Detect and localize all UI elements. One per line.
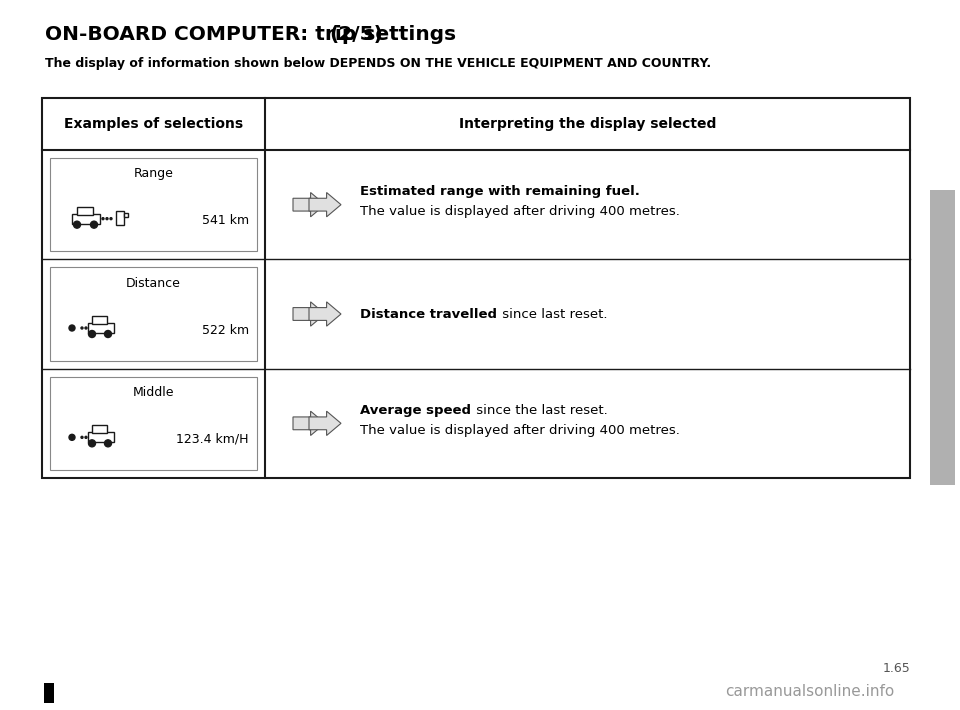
- Bar: [50, 268, 257, 361]
- Text: 541 km: 541 km: [202, 214, 249, 227]
- Circle shape: [105, 439, 111, 447]
- Text: The display of information shown below DEPENDS ON THE VEHICLE EQUIPMENT AND COUN: The display of information shown below D…: [45, 57, 711, 70]
- Text: Middle: Middle: [132, 386, 175, 399]
- Text: Interpreting the display selected: Interpreting the display selected: [459, 117, 716, 131]
- Polygon shape: [309, 302, 341, 326]
- Polygon shape: [309, 411, 341, 435]
- Circle shape: [88, 330, 95, 337]
- Bar: [44, 683, 54, 703]
- Text: since the last reset.: since the last reset.: [472, 404, 608, 417]
- Text: The value is displayed after driving 400 metres.: The value is displayed after driving 400…: [360, 424, 680, 437]
- Circle shape: [105, 330, 111, 337]
- Text: 1.65: 1.65: [882, 662, 910, 674]
- Bar: [77, 207, 93, 214]
- Circle shape: [69, 435, 75, 440]
- Text: since last reset.: since last reset.: [498, 307, 608, 320]
- Circle shape: [81, 437, 83, 438]
- Circle shape: [88, 439, 95, 447]
- Polygon shape: [293, 302, 325, 326]
- Text: Distance: Distance: [126, 277, 180, 290]
- Bar: [92, 316, 107, 324]
- Bar: [92, 425, 107, 433]
- Text: Distance travelled: Distance travelled: [360, 307, 497, 320]
- Text: Range: Range: [133, 168, 174, 180]
- Bar: [124, 213, 128, 217]
- Text: (2/5): (2/5): [328, 25, 383, 44]
- Bar: [72, 214, 100, 224]
- Circle shape: [85, 437, 87, 438]
- Text: ON-BOARD COMPUTER: trip settings: ON-BOARD COMPUTER: trip settings: [45, 25, 463, 44]
- Circle shape: [102, 218, 104, 219]
- Circle shape: [110, 218, 112, 219]
- Bar: [88, 432, 114, 442]
- Circle shape: [69, 325, 75, 331]
- Text: 522 km: 522 km: [202, 324, 249, 337]
- Circle shape: [81, 327, 83, 329]
- Bar: [42, 98, 910, 478]
- Circle shape: [106, 218, 108, 219]
- Bar: [116, 211, 124, 224]
- Text: The value is displayed after driving 400 metres.: The value is displayed after driving 400…: [360, 205, 680, 218]
- Bar: [50, 158, 257, 251]
- Text: Average speed: Average speed: [360, 404, 471, 417]
- Bar: [50, 377, 257, 470]
- Polygon shape: [309, 192, 341, 217]
- Text: 123.4 km/H: 123.4 km/H: [177, 433, 249, 446]
- Circle shape: [85, 327, 87, 329]
- Text: carmanualsonline.info: carmanualsonline.info: [726, 684, 895, 699]
- Polygon shape: [293, 192, 325, 217]
- Circle shape: [90, 222, 98, 228]
- Text: Examples of selections: Examples of selections: [64, 117, 243, 131]
- Circle shape: [74, 222, 81, 228]
- Text: Estimated range with remaining fuel.: Estimated range with remaining fuel.: [360, 185, 640, 198]
- Bar: [88, 323, 114, 333]
- Bar: [930, 190, 955, 485]
- Polygon shape: [293, 411, 325, 435]
